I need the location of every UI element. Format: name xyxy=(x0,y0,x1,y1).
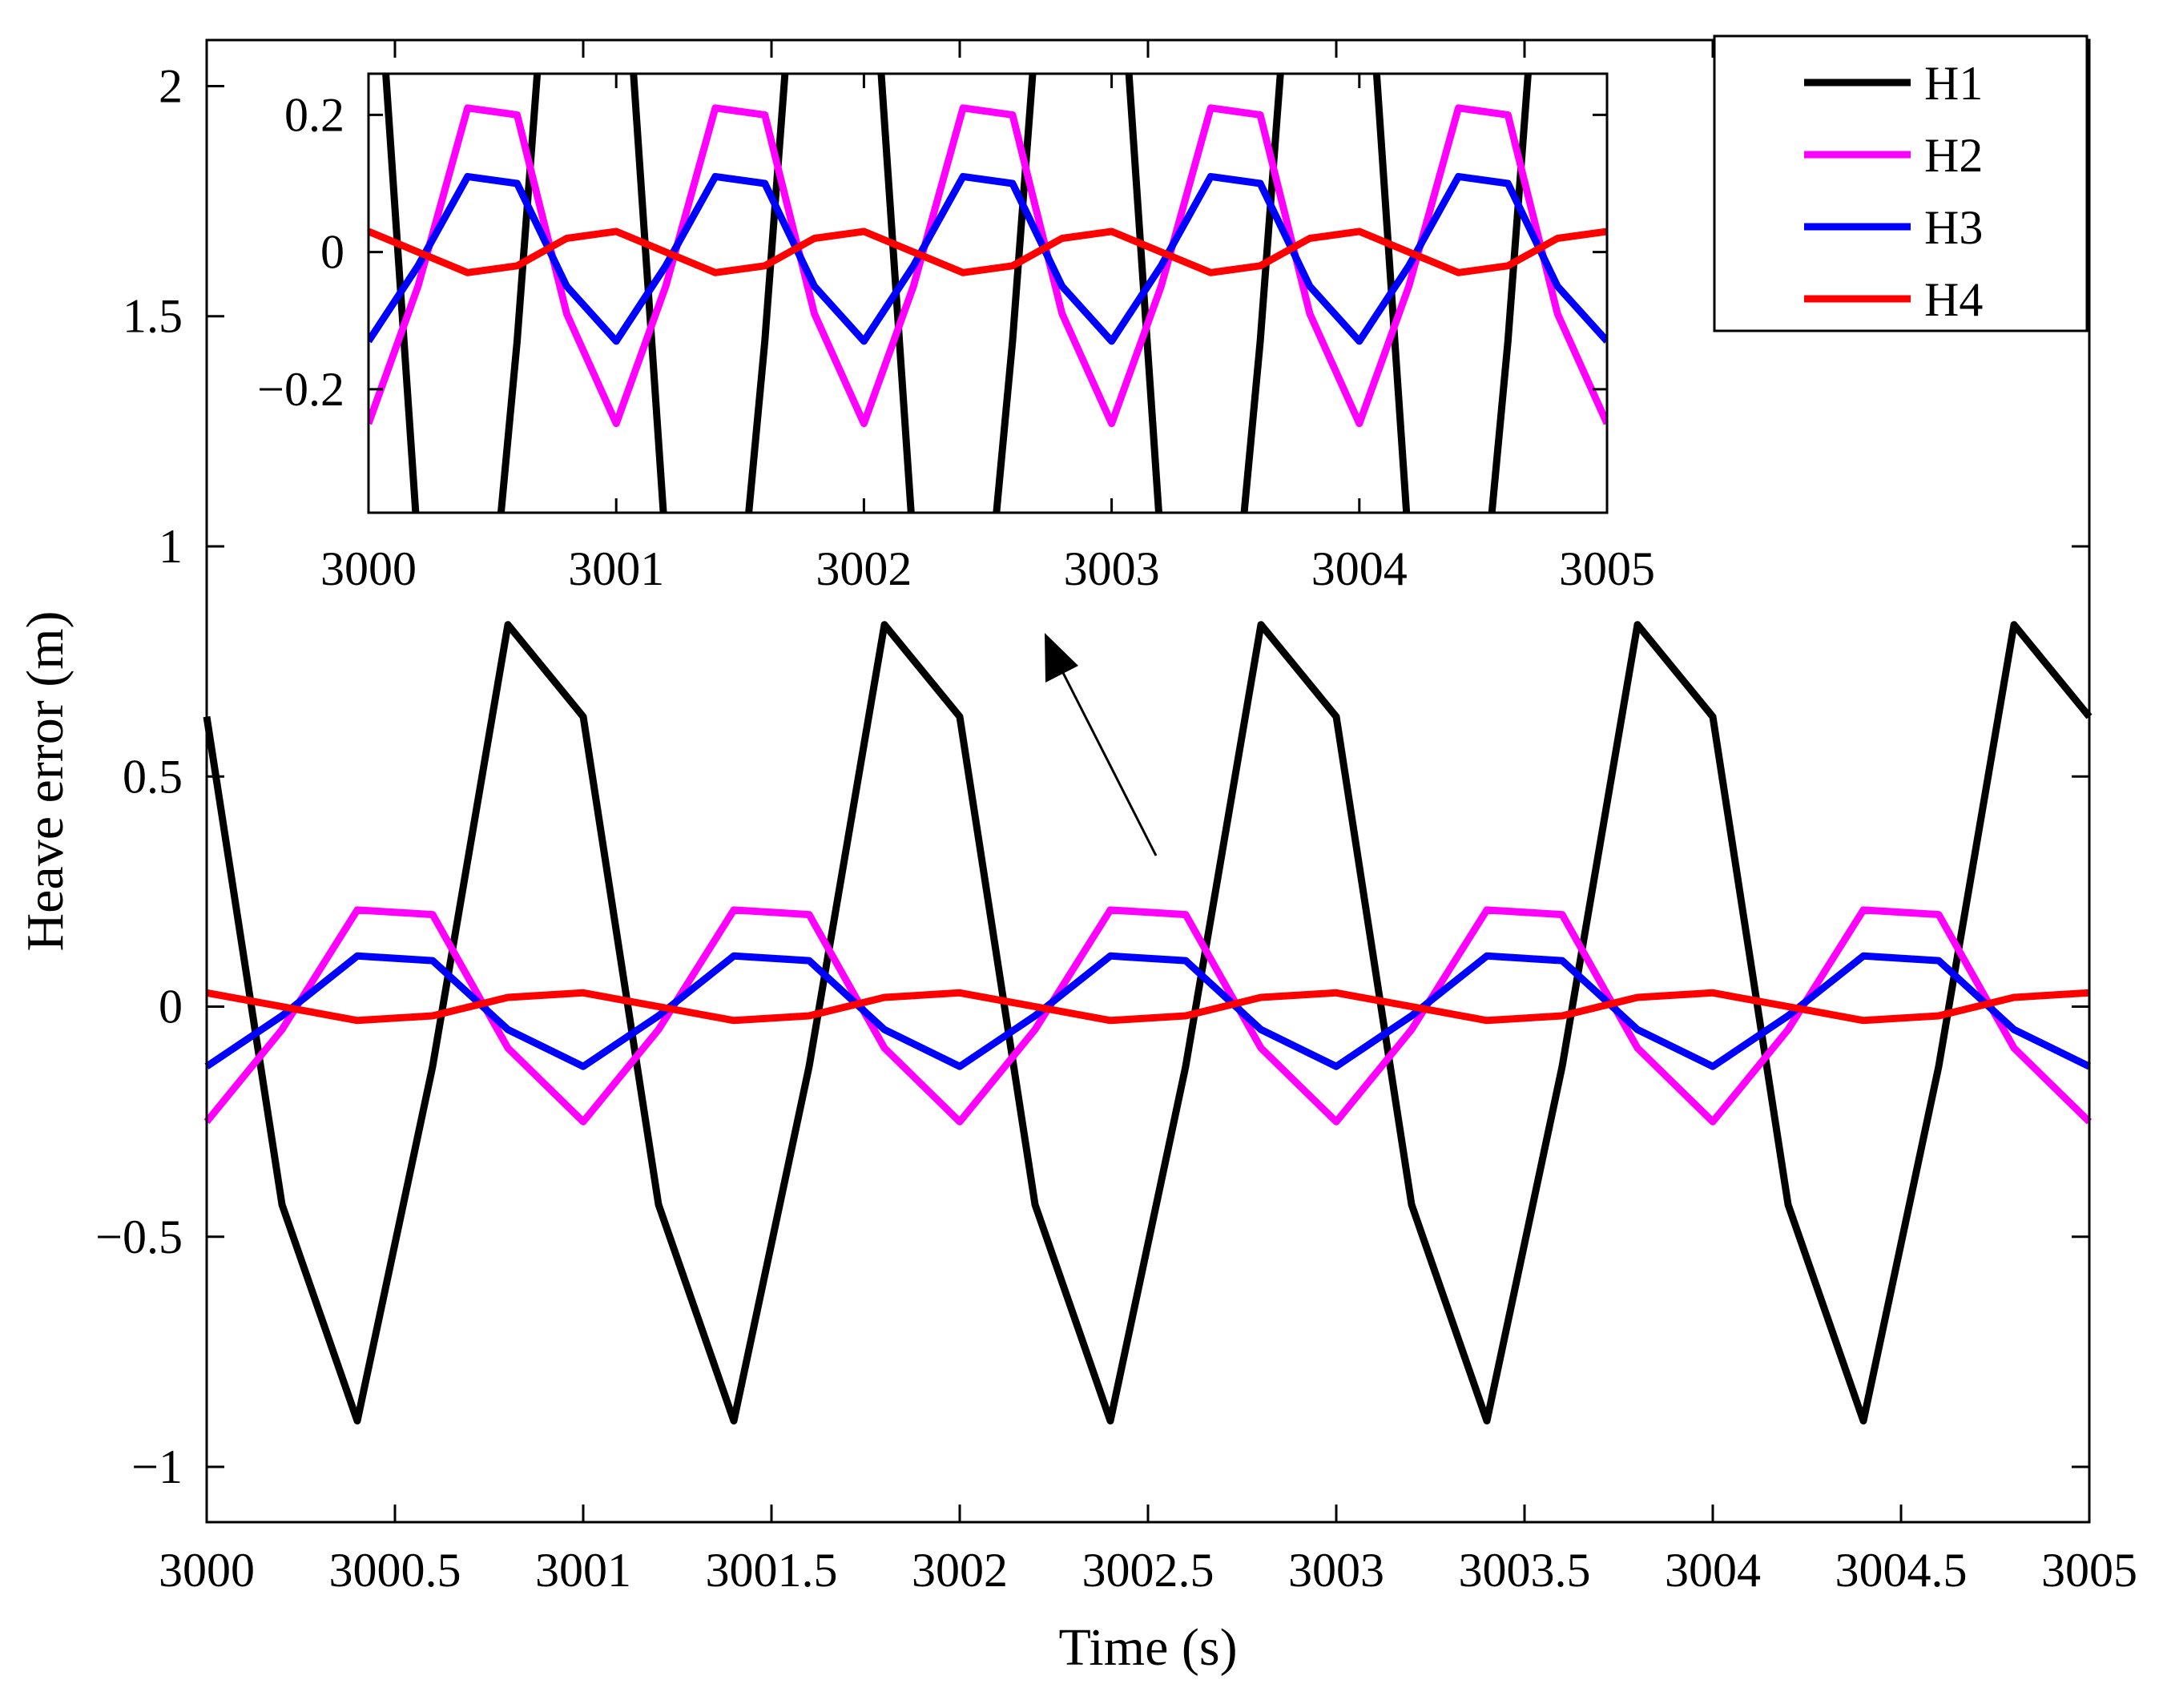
x-axis-title: Time (s) xyxy=(1058,1618,1237,1677)
main-plot-lines xyxy=(203,621,2093,1425)
main-x-tick-label: 3001 xyxy=(535,1544,631,1597)
inset-x-tick-label: 3003 xyxy=(1064,542,1160,595)
main-y-tick-label: 1 xyxy=(159,520,183,573)
inset-series-h3-line xyxy=(369,172,1607,345)
legend-label-h3: H3 xyxy=(1924,201,1983,254)
main-y-tick-label: 2 xyxy=(159,59,183,112)
inset-background xyxy=(369,74,1607,513)
main-y-tick-label: 0.5 xyxy=(123,750,183,803)
main-series-h4-line xyxy=(206,989,2090,1025)
inset-x-tick-label: 3004 xyxy=(1311,542,1408,595)
main-x-tick-label: 3002.5 xyxy=(1082,1544,1214,1597)
main-y-tick-label: 0 xyxy=(159,981,183,1033)
main-y-tick-label: −0.5 xyxy=(95,1211,183,1263)
inset-y-tick-label: 0 xyxy=(320,226,344,279)
main-series-h2-line xyxy=(203,906,2093,1126)
inset-series-h2-line xyxy=(369,104,1607,428)
inset-x-tick-label: 3000 xyxy=(320,542,417,595)
inset-plot-lines xyxy=(369,74,1607,513)
inset-y-tick-label: −0.2 xyxy=(257,363,344,416)
main-x-tick-label: 3004.5 xyxy=(1835,1544,1968,1597)
main-series-h3-line xyxy=(204,952,2091,1070)
inset-plot-frame xyxy=(367,72,1609,514)
main-y-tick-label: −1 xyxy=(131,1440,183,1493)
main-x-tick-label: 3001.5 xyxy=(706,1544,838,1597)
inset-x-tick-label: 3001 xyxy=(568,542,664,595)
inset-series-h1-line xyxy=(382,74,1532,513)
main-series-h1-line xyxy=(203,621,2093,1425)
main-y-tick-label: 1.5 xyxy=(123,290,183,343)
main-x-tick-label: 3003.5 xyxy=(1459,1544,1591,1597)
main-x-tick-label: 3004 xyxy=(1665,1544,1761,1597)
inset-y-tick-label: 0.2 xyxy=(284,88,344,141)
inset-plot-axes: 3000 3001 3002 3003 3004 3005 −0.2 0 0.2 xyxy=(257,74,1655,595)
main-x-tick-label: 3000 xyxy=(159,1544,255,1597)
main-x-tick-label: 3002 xyxy=(912,1544,1008,1597)
inset-x-tick-label: 3002 xyxy=(816,542,912,595)
legend: H1 H2 H3 H4 xyxy=(1713,34,2089,332)
legend-label-h1: H1 xyxy=(1924,57,1983,110)
main-plot-axes: 3000 3000.5 3001 3001.5 3002 3002.5 3003 3003.5… xyxy=(95,40,2137,1597)
main-x-tick-label: 3003 xyxy=(1288,1544,1384,1597)
y-axis-title: Heave error (m) xyxy=(16,610,75,951)
zoom-arrow xyxy=(1045,633,1158,856)
legend-label-h4: H4 xyxy=(1924,273,1983,326)
main-x-tick-label: 3005 xyxy=(2041,1544,2137,1597)
inset-x-tick-label: 3005 xyxy=(1559,542,1655,595)
inset-series-h4-line xyxy=(369,228,1607,276)
main-x-tick-label: 3000.5 xyxy=(329,1544,461,1597)
legend-label-h2: H2 xyxy=(1924,129,1983,182)
